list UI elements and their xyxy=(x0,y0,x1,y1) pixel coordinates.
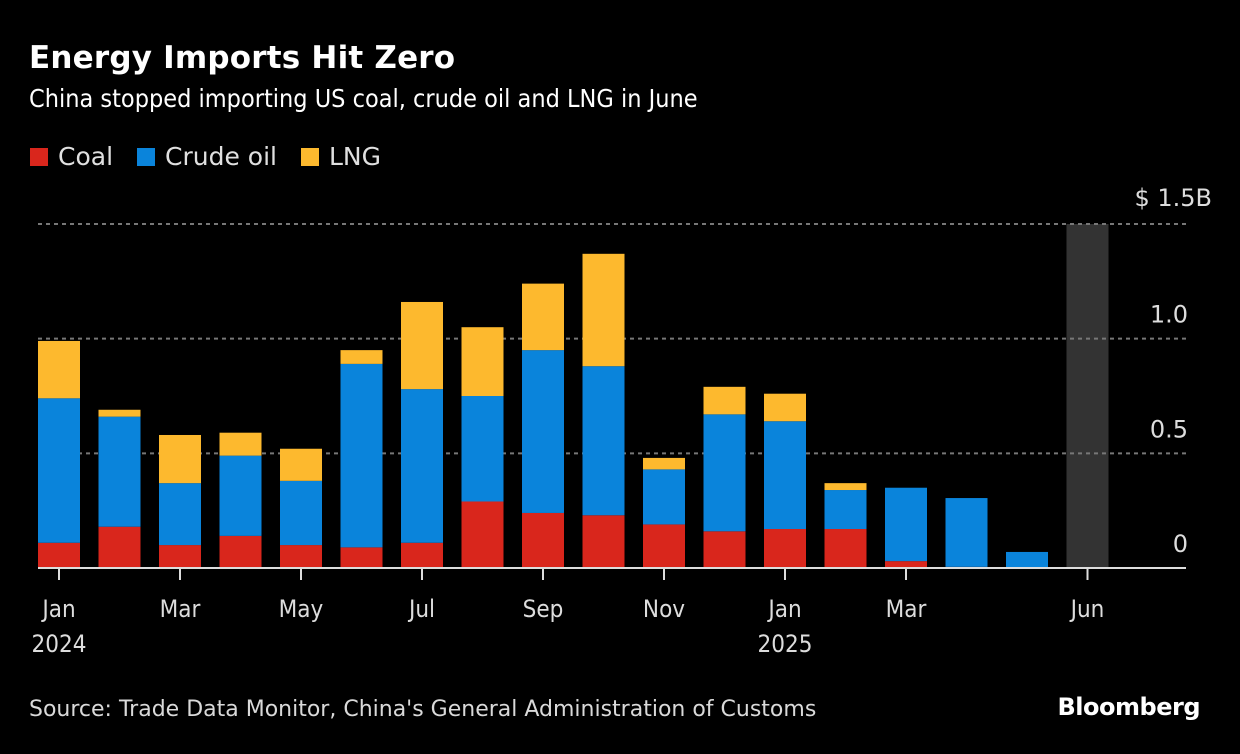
bar-lng-jun-2024 xyxy=(340,350,383,364)
y-tick-label: 1.0 xyxy=(1150,301,1188,329)
legend-item-lng: LNG xyxy=(301,142,381,171)
bar-crude-oil-feb-2025 xyxy=(824,490,867,530)
bar-crude-oil-apr-2024 xyxy=(219,455,262,536)
bar-crude-oil-may-2024 xyxy=(280,480,322,546)
y-tick-label: 0.5 xyxy=(1150,415,1188,443)
bar-coal-jan-2024 xyxy=(38,542,80,568)
bar-lng-jul-2024 xyxy=(401,301,443,390)
bar-coal-feb-2024 xyxy=(98,526,141,568)
legend-swatch-crude-oil xyxy=(137,147,156,166)
bar-coal-apr-2024 xyxy=(219,535,262,568)
x-tick-year-label: 2025 xyxy=(758,630,813,658)
y-tick-label: $ 1.5B xyxy=(1134,184,1212,212)
bar-lng-nov-2024 xyxy=(643,457,685,470)
chart-title: Energy Imports Hit Zero xyxy=(29,40,456,76)
bar-crude-oil-jan-2025 xyxy=(764,421,806,530)
legend-label-crude-oil: Crude oil xyxy=(165,142,277,171)
bar-coal-mar-2024 xyxy=(159,545,201,568)
bar-crude-oil-sep-2024 xyxy=(522,350,564,513)
x-tick-label: Jan xyxy=(40,595,75,623)
bar-coal-dec-2024 xyxy=(703,531,746,568)
bar-crude-oil-jul-2024 xyxy=(401,389,443,543)
bar-crude-oil-jun-2024 xyxy=(340,363,383,548)
bar-crude-oil-may-2025 xyxy=(1006,551,1048,568)
x-tick-label: Jan xyxy=(766,595,801,623)
bar-lng-may-2024 xyxy=(280,448,322,481)
x-tick-year-label: 2024 xyxy=(32,630,87,658)
legend-swatch-lng xyxy=(301,147,319,166)
bar-coal-aug-2024 xyxy=(461,501,504,568)
bar-coal-mar-2025 xyxy=(885,561,927,568)
bar-lng-jan-2024 xyxy=(38,340,80,399)
legend-label-coal: Coal xyxy=(58,142,114,171)
bar-crude-oil-apr-2025 xyxy=(945,498,988,567)
legend-item-coal: Coal xyxy=(30,142,113,171)
x-tick-label: Sep xyxy=(523,595,564,623)
x-tick-label: Jul xyxy=(407,595,435,623)
y-tick-label: 0 xyxy=(1173,530,1188,558)
bar-lng-apr-2024 xyxy=(219,432,262,456)
bar-crude-oil-mar-2025 xyxy=(885,487,927,562)
bar-lng-dec-2024 xyxy=(703,386,746,415)
bar-crude-oil-feb-2024 xyxy=(98,416,141,527)
bar-lng-jan-2025 xyxy=(764,393,806,422)
bar-coal-jun-2024 xyxy=(340,547,383,568)
x-tick-label: Jun xyxy=(1069,595,1105,623)
bar-crude-oil-mar-2024 xyxy=(159,483,201,546)
bar-crude-oil-nov-2024 xyxy=(643,469,685,525)
bar-lng-feb-2024 xyxy=(98,409,141,417)
source-note: Source: Trade Data Monitor, China's Gene… xyxy=(29,697,817,722)
legend-item-crude-oil: Crude oil xyxy=(137,142,277,171)
bar-coal-jul-2024 xyxy=(401,542,443,568)
bar-crude-oil-jan-2024 xyxy=(38,398,80,543)
bar-lng-oct-2024 xyxy=(582,253,625,367)
bar-crude-oil-oct-2024 xyxy=(582,366,625,516)
x-tick-label: Mar xyxy=(886,595,927,623)
highlight-band-jun-2025 xyxy=(1066,224,1109,568)
bar-coal-nov-2024 xyxy=(643,524,685,568)
bar-crude-oil-aug-2024 xyxy=(461,396,504,502)
legend-label-lng: LNG xyxy=(329,142,382,171)
legend-swatch-coal xyxy=(30,147,48,166)
bar-coal-sep-2024 xyxy=(522,512,564,568)
bar-coal-feb-2025 xyxy=(824,529,867,568)
bar-coal-jan-2025 xyxy=(764,529,806,568)
bar-lng-sep-2024 xyxy=(522,283,564,351)
x-tick-label: May xyxy=(279,595,324,623)
bar-lng-mar-2024 xyxy=(159,434,201,484)
bar-lng-aug-2024 xyxy=(461,327,504,396)
bar-lng-feb-2025 xyxy=(824,483,867,491)
x-tick-label: Mar xyxy=(160,595,201,623)
bar-coal-may-2024 xyxy=(280,545,322,568)
legend: Coal Crude oil LNG xyxy=(30,142,381,171)
bar-coal-oct-2024 xyxy=(582,515,625,568)
bar-crude-oil-dec-2024 xyxy=(703,414,746,532)
chart-subtitle: China stopped importing US coal, crude o… xyxy=(29,84,698,113)
x-tick-label: Nov xyxy=(643,595,685,623)
bloomberg-logo: Bloomberg xyxy=(1057,693,1201,721)
